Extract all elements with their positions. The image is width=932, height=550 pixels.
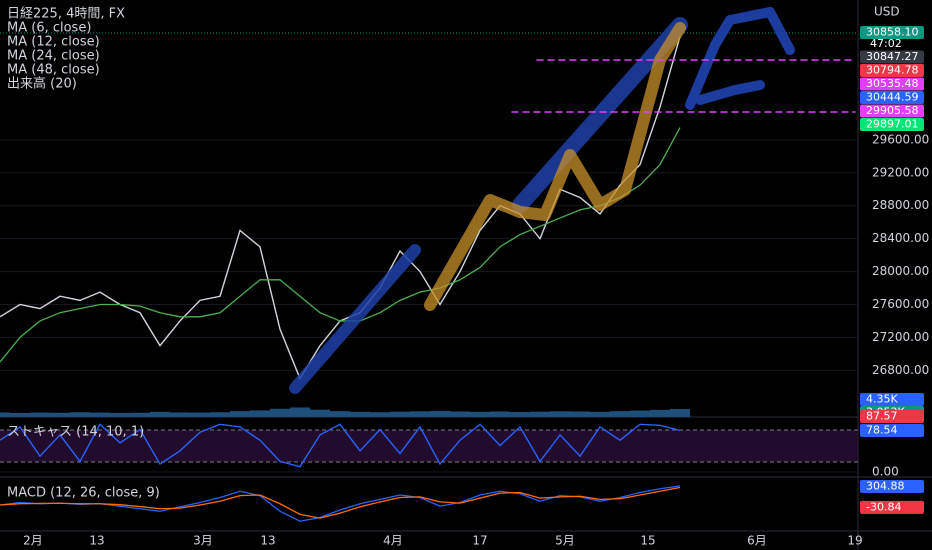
price-badge <box>860 410 924 423</box>
price-badge <box>860 118 924 131</box>
volume-bar <box>530 411 550 417</box>
legend-entry: MA (24, close) <box>7 49 100 64</box>
volume-bar <box>230 411 250 417</box>
volume-bar <box>170 412 190 417</box>
x-tick-label: 13 <box>260 534 275 548</box>
price-badge-label: 29905.58 <box>866 104 919 117</box>
volume-bar <box>270 408 290 417</box>
volume-bar <box>650 409 670 417</box>
drawing-stroke <box>512 17 688 213</box>
y-tick-label: 0.00 <box>872 465 899 479</box>
price-badge <box>860 91 924 104</box>
x-tick-label: 13 <box>89 534 104 548</box>
volume-bar <box>630 410 650 417</box>
legend-entry: MA (6, close) <box>7 21 91 36</box>
y-tick-label: 29200.00 <box>872 165 929 179</box>
price-badge-label: 87.57 <box>866 410 898 423</box>
price-badge-label: 30794.78 <box>866 64 919 77</box>
price-badge <box>860 479 924 493</box>
volume-bar <box>550 411 570 417</box>
price-line <box>0 423 681 468</box>
volume-bar <box>50 412 70 417</box>
price-badge <box>860 64 924 77</box>
price-badge-label: 30858.10 <box>866 26 919 39</box>
drawing-stroke <box>424 22 686 311</box>
volume-bar <box>350 411 370 417</box>
volume-bar <box>670 409 690 417</box>
stoch-title: ストキャス (14, 10, 1) <box>7 425 144 440</box>
price-badge <box>860 50 924 64</box>
volume-bar <box>370 412 390 417</box>
price-badge-label: 30535.48 <box>866 77 919 90</box>
volume-bar <box>110 412 130 417</box>
x-tick-label: 19 <box>847 534 862 548</box>
volume-bar <box>70 412 90 417</box>
y-tick-label: 28800.00 <box>872 198 929 212</box>
series-line <box>0 486 681 519</box>
y-tick-label: 28400.00 <box>872 231 929 245</box>
volume-bar <box>130 412 150 417</box>
volume-bar <box>490 411 510 417</box>
y-tick-label: 28000.00 <box>872 264 929 278</box>
volume-bar <box>10 412 30 417</box>
price-badge <box>860 424 924 437</box>
x-tick-label: 5月 <box>555 534 575 548</box>
y-tick-label: 27600.00 <box>872 297 929 311</box>
legend-entry: MA (48, close) <box>7 63 100 78</box>
price-badge <box>860 26 924 39</box>
volume-bar <box>590 411 610 417</box>
y-tick-label: 29600.00 <box>872 132 929 146</box>
drawing-arrow <box>685 7 795 110</box>
drawing-stroke <box>289 244 421 394</box>
volume-bar <box>210 412 230 417</box>
y-tick-label: 27200.00 <box>872 330 929 344</box>
x-tick-label: 2月 <box>23 534 43 548</box>
price-badge-label: 304.88 <box>866 479 905 492</box>
countdown: 47:02 <box>870 37 902 50</box>
volume-bar <box>450 411 470 417</box>
legend-entry: MA (12, close) <box>7 35 100 50</box>
price-badge <box>860 104 924 118</box>
volume-bar <box>190 412 210 417</box>
volume-bar <box>250 410 270 417</box>
volume-bar <box>150 411 170 417</box>
price-badge-label: 78.54 <box>866 424 898 437</box>
x-tick-label: 15 <box>640 534 655 548</box>
currency: USD <box>874 5 900 19</box>
volume-title: 出来高 (20) <box>7 76 77 92</box>
macd-title: MACD (12, 26, close, 9) <box>7 486 160 501</box>
price-badge <box>860 77 924 91</box>
volume-bar <box>0 412 10 417</box>
volume-bar <box>470 411 490 417</box>
volume-bar <box>390 411 410 417</box>
volume-bar <box>310 409 330 417</box>
price-badge <box>860 500 924 514</box>
price-badge-label: 30444.59 <box>866 91 919 104</box>
y-tick-label: 26800.00 <box>872 363 929 377</box>
volume-bar <box>30 412 50 417</box>
volume-bar <box>410 411 430 417</box>
price-badge <box>860 393 924 406</box>
price-badge-label: 4.35K <box>866 393 898 406</box>
x-tick-label: 17 <box>472 534 487 548</box>
x-tick-label: 6月 <box>747 534 767 548</box>
x-tick-label: 4月 <box>383 534 403 548</box>
volume-bar <box>510 412 530 417</box>
x-tick-label: 3月 <box>193 534 213 548</box>
volume-bar <box>430 410 450 417</box>
symbol-title: 日経225, 4時間, FX <box>7 7 125 22</box>
volume-bar <box>570 411 590 417</box>
volume-bar <box>610 411 630 417</box>
volume-bar <box>330 411 350 417</box>
volume-bar <box>290 407 310 417</box>
price-badge-label: 29897.01 <box>866 118 919 131</box>
drawings <box>289 7 856 394</box>
volume-bar <box>90 412 110 417</box>
series-line <box>0 127 681 363</box>
price-badge-label: -30.84 <box>866 500 901 513</box>
price-badge-label: 30847.27 <box>866 50 919 63</box>
